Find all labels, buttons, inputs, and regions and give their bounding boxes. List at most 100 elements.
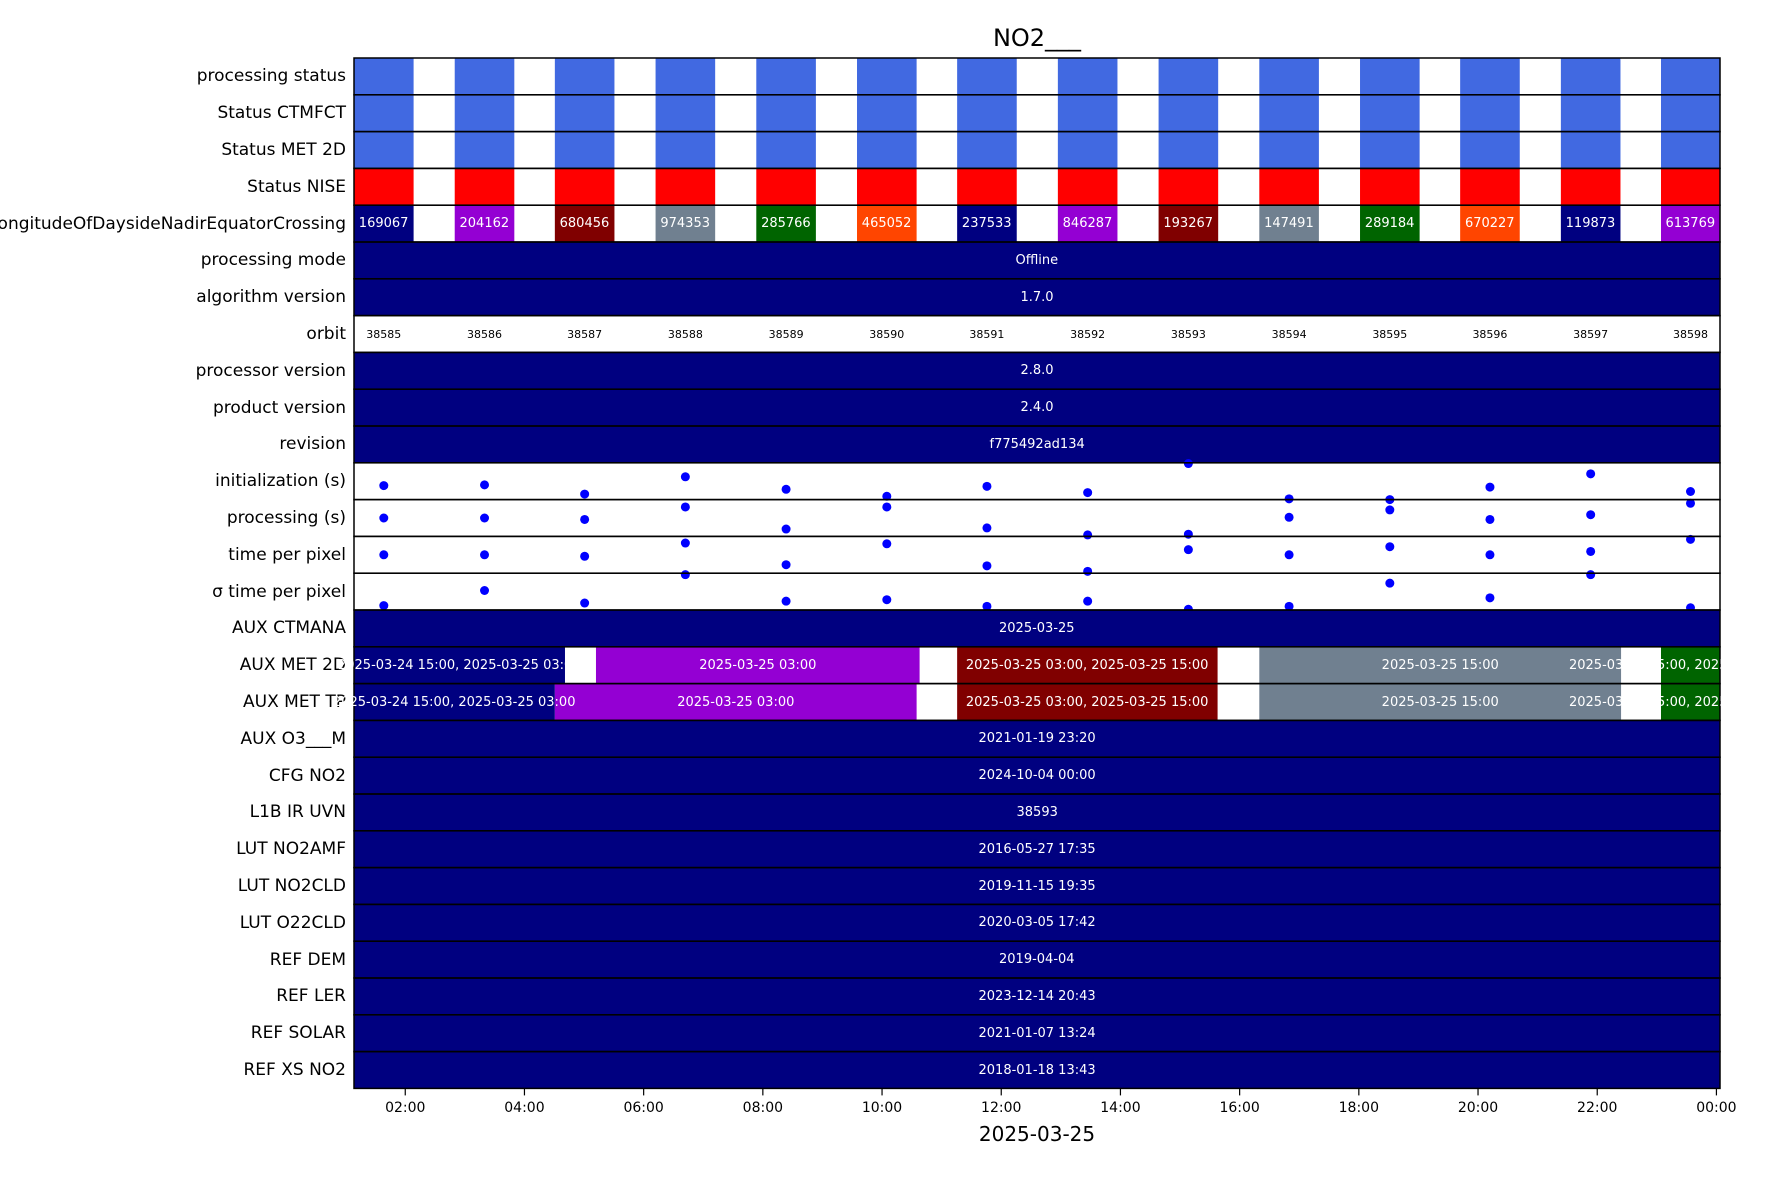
full-bar xyxy=(354,242,1720,279)
scatter-point xyxy=(379,601,389,611)
orbit-bar xyxy=(1360,131,1420,169)
row-border xyxy=(353,498,1721,538)
orbit-bar xyxy=(554,168,615,206)
orbit-bar xyxy=(454,94,515,132)
orbit-bar xyxy=(354,58,414,95)
orbit-bar xyxy=(1560,168,1621,206)
orbit-bar xyxy=(655,168,716,206)
scatter-point xyxy=(1385,542,1395,552)
scatter-point xyxy=(1586,510,1596,520)
scatter-point xyxy=(781,524,791,534)
scatter-point xyxy=(1586,570,1596,580)
scatter-point xyxy=(680,502,690,512)
orbit-bar xyxy=(1560,58,1621,95)
segment-bar xyxy=(1660,683,1720,721)
scatter-point xyxy=(982,601,992,611)
scatter-point xyxy=(882,502,892,512)
row-border xyxy=(353,1050,1721,1090)
full-bar xyxy=(354,867,1720,905)
orbit-bar xyxy=(354,131,414,169)
full-bar xyxy=(354,610,1720,647)
scatter-point xyxy=(1685,487,1695,497)
orbit-bar xyxy=(1660,94,1720,132)
scatter-point xyxy=(1083,530,1093,540)
full-bar xyxy=(354,830,1720,868)
orbit-bar xyxy=(454,168,515,206)
scatter-point xyxy=(1485,482,1495,492)
scatter-point xyxy=(580,598,590,608)
row-border xyxy=(353,572,1721,611)
orbit-bar xyxy=(1660,131,1720,169)
scatter-point xyxy=(1183,529,1193,539)
orbit-bar xyxy=(1360,94,1420,132)
segment-bar xyxy=(354,646,565,684)
full-bar xyxy=(354,1014,1720,1052)
scatter-point xyxy=(379,481,389,491)
segment-bar xyxy=(1660,646,1720,684)
orbit-bar xyxy=(1259,168,1319,206)
scatter-point xyxy=(781,484,791,494)
orbit-bar xyxy=(354,94,414,132)
orbit-bar xyxy=(655,58,716,95)
orbit-bar xyxy=(655,131,716,169)
orbit-bar xyxy=(1158,205,1219,242)
orbit-bar xyxy=(957,131,1017,169)
orbit-bar xyxy=(857,58,917,95)
orbit-bar xyxy=(1660,168,1720,206)
segment-bar xyxy=(1259,683,1622,721)
orbit-bar xyxy=(1259,205,1319,242)
orbit-bar xyxy=(1158,131,1219,169)
scatter-point xyxy=(480,480,490,490)
scatter-point xyxy=(1485,593,1495,603)
scatter-point xyxy=(982,523,992,533)
orbit-bar xyxy=(1057,205,1118,242)
orbit-bar xyxy=(857,168,917,206)
scatter-point xyxy=(480,513,490,523)
scatter-point xyxy=(480,585,490,595)
orbit-bar xyxy=(1460,94,1520,132)
orbit-bar xyxy=(1560,205,1621,242)
orbit-bar xyxy=(454,58,515,95)
scatter-point xyxy=(1083,488,1093,498)
orbit-bar xyxy=(1057,131,1118,169)
segment-bar xyxy=(957,683,1218,721)
scatter-point xyxy=(781,560,791,570)
row-border xyxy=(353,314,1721,354)
orbit-bar xyxy=(655,205,716,242)
orbit-bar xyxy=(1460,58,1520,95)
orbit-bar xyxy=(1460,131,1520,169)
full-bar xyxy=(354,941,1720,978)
orbit-bar xyxy=(1660,58,1720,95)
orbit-bar xyxy=(1560,131,1621,169)
orbit-bar xyxy=(554,205,615,242)
orbit-bar xyxy=(756,58,816,95)
orbit-bar xyxy=(756,94,816,132)
full-bar xyxy=(354,794,1720,831)
scatter-point xyxy=(1586,546,1596,556)
orbit-bar xyxy=(1560,94,1621,132)
scatter-point xyxy=(580,489,590,499)
orbit-bar xyxy=(1057,94,1118,132)
orbit-bar xyxy=(756,131,816,169)
segment-bar xyxy=(1259,646,1622,684)
scatter-point xyxy=(1284,512,1294,522)
orbit-bar xyxy=(1158,58,1219,95)
full-bar xyxy=(354,904,1720,942)
orbit-bar xyxy=(1360,205,1420,242)
orbit-bar xyxy=(1259,94,1319,132)
orbit-bar xyxy=(957,94,1017,132)
orbit-bar xyxy=(554,58,615,95)
orbit-bar xyxy=(957,168,1017,206)
full-bar xyxy=(354,720,1720,758)
full-bar xyxy=(354,1051,1720,1089)
full-bar xyxy=(354,426,1720,463)
orbit-bar xyxy=(1460,205,1520,242)
scatter-point xyxy=(1485,514,1495,524)
full-bar xyxy=(354,757,1720,794)
orbit-bar xyxy=(554,94,615,132)
orbit-bar xyxy=(857,94,917,132)
scatter-point xyxy=(882,491,892,501)
scatter-point xyxy=(680,570,690,580)
scatter-point xyxy=(882,595,892,605)
